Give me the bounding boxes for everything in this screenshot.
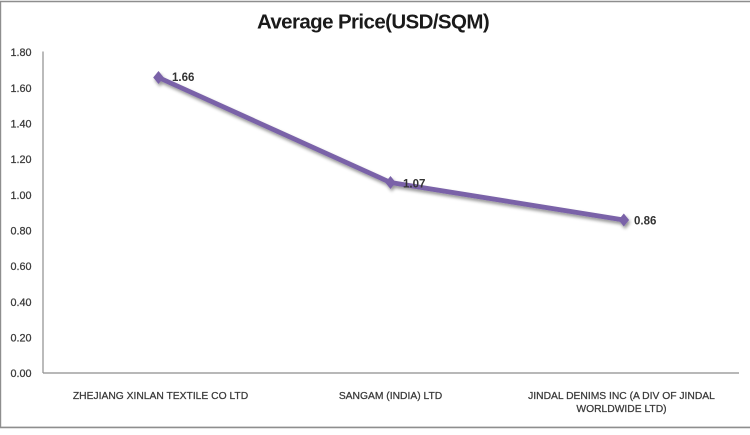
svg-text:WORLDWIDE LTD): WORLDWIDE LTD): [576, 404, 666, 415]
svg-text:1.80: 1.80: [10, 47, 31, 59]
svg-text:SANGAM (INDIA) LTD: SANGAM (INDIA) LTD: [339, 391, 442, 402]
svg-text:0.86: 0.86: [634, 216, 656, 228]
svg-text:1.20: 1.20: [10, 154, 31, 166]
svg-text:1.40: 1.40: [10, 118, 31, 130]
svg-text:0.40: 0.40: [10, 297, 31, 309]
svg-text:0.80: 0.80: [10, 225, 31, 237]
svg-text:0.60: 0.60: [10, 261, 31, 273]
svg-text:JINDAL DENIMS INC (A DIV OF JI: JINDAL DENIMS INC (A DIV OF JINDAL: [528, 391, 715, 402]
svg-text:1.07: 1.07: [403, 179, 425, 191]
svg-text:0.00: 0.00: [10, 368, 31, 380]
svg-text:ZHEJIANG XINLAN TEXTILE CO LTD: ZHEJIANG XINLAN TEXTILE CO LTD: [73, 391, 248, 402]
svg-text:1.00: 1.00: [10, 190, 31, 202]
svg-text:0.20: 0.20: [10, 332, 31, 344]
svg-text:1.66: 1.66: [172, 72, 194, 84]
svg-text:Average Price(USD/SQM): Average Price(USD/SQM): [257, 11, 489, 34]
svg-text:1.60: 1.60: [10, 83, 31, 95]
